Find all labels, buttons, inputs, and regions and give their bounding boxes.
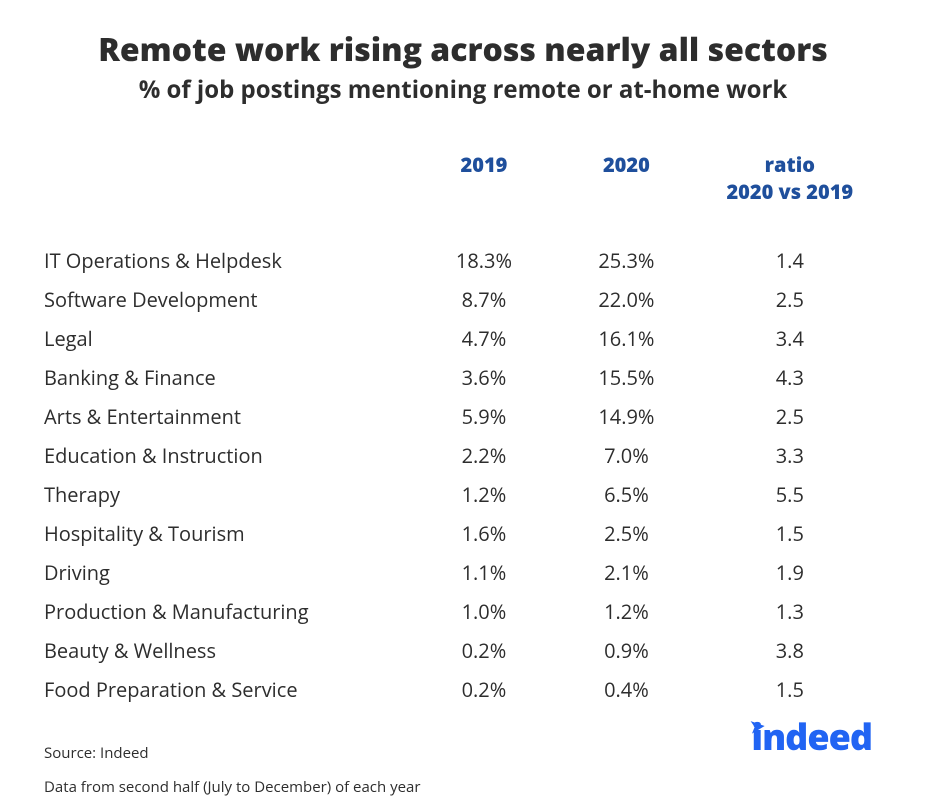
ratio-cell: 2.5 [698,397,882,436]
table-header-row: 2019 2020 ratio 2020 vs 2019 [44,150,882,241]
y2019-cell: 1.0% [413,592,555,631]
y2019-cell: 5.9% [413,397,555,436]
table-row: Production & Manufacturing 1.0% 1.2% 1.3 [44,592,882,631]
y2019-cell: 0.2% [413,631,555,670]
y2019-cell: 1.2% [413,475,555,514]
y2020-cell: 6.5% [555,475,697,514]
footnote-text: Data from second half (July to December)… [44,777,882,797]
table-row: Beauty & Wellness 0.2% 0.9% 3.8 [44,631,882,670]
ratio-cell: 1.4 [698,241,882,280]
table-row: Education & Instruction 2.2% 7.0% 3.3 [44,436,882,475]
y2019-cell: 1.1% [413,553,555,592]
sector-cell: Food Preparation & Service [44,670,413,709]
ratio-cell: 1.5 [698,514,882,553]
table-row: Hospitality & Tourism 1.6% 2.5% 1.5 [44,514,882,553]
sector-cell: Hospitality & Tourism [44,514,413,553]
page-subtitle: % of job postings mentioning remote or a… [44,73,882,106]
sector-cell: Beauty & Wellness [44,631,413,670]
sector-cell: Arts & Entertainment [44,397,413,436]
y2020-cell: 0.9% [555,631,697,670]
col-header-2020: 2020 [555,150,697,241]
remote-work-table: 2019 2020 ratio 2020 vs 2019 IT Operatio… [44,150,882,709]
table-row: Food Preparation & Service 0.2% 0.4% 1.5 [44,670,882,709]
ratio-cell: 4.3 [698,358,882,397]
sector-cell: Production & Manufacturing [44,592,413,631]
indeed-logo-text: indeed [751,719,872,755]
table-body: IT Operations & Helpdesk 18.3% 25.3% 1.4… [44,241,882,709]
table-row: Software Development 8.7% 22.0% 2.5 [44,280,882,319]
table-row: Banking & Finance 3.6% 15.5% 4.3 [44,358,882,397]
y2019-cell: 3.6% [413,358,555,397]
sector-cell: Legal [44,319,413,358]
y2020-cell: 25.3% [555,241,697,280]
ratio-label-line1: ratio [765,151,815,178]
sector-cell: Banking & Finance [44,358,413,397]
y2020-cell: 2.5% [555,514,697,553]
col-header-sector [44,150,413,241]
sector-cell: Driving [44,553,413,592]
y2020-cell: 15.5% [555,358,697,397]
ratio-cell: 1.9 [698,553,882,592]
ratio-cell: 5.5 [698,475,882,514]
ratio-cell: 3.4 [698,319,882,358]
y2020-cell: 0.4% [555,670,697,709]
col-header-ratio: ratio 2020 vs 2019 [698,150,882,241]
y2020-cell: 2.1% [555,553,697,592]
table-row: Arts & Entertainment 5.9% 14.9% 2.5 [44,397,882,436]
ratio-cell: 1.5 [698,670,882,709]
y2020-cell: 1.2% [555,592,697,631]
page-title: Remote work rising across nearly all sec… [44,28,882,71]
y2019-cell: 1.6% [413,514,555,553]
y2020-cell: 22.0% [555,280,697,319]
y2019-cell: 0.2% [413,670,555,709]
ratio-label-line2: 2020 vs 2019 [699,178,881,205]
sector-cell: Software Development [44,280,413,319]
table-row: Driving 1.1% 2.1% 1.9 [44,553,882,592]
ratio-cell: 3.8 [698,631,882,670]
y2019-cell: 2.2% [413,436,555,475]
infographic-page: Remote work rising across nearly all sec… [0,0,926,801]
indeed-logo: ➤ indeed [751,719,872,755]
y2020-cell: 7.0% [555,436,697,475]
sector-cell: Therapy [44,475,413,514]
y2019-cell: 4.7% [413,319,555,358]
y2020-cell: 16.1% [555,319,697,358]
ratio-cell: 1.3 [698,592,882,631]
indeed-swoosh-icon: ➤ [748,715,766,736]
y2019-cell: 18.3% [413,241,555,280]
table-row: Therapy 1.2% 6.5% 5.5 [44,475,882,514]
table-row: IT Operations & Helpdesk 18.3% 25.3% 1.4 [44,241,882,280]
sector-cell: Education & Instruction [44,436,413,475]
y2020-cell: 14.9% [555,397,697,436]
sector-cell: IT Operations & Helpdesk [44,241,413,280]
col-header-2019: 2019 [413,150,555,241]
ratio-cell: 2.5 [698,280,882,319]
table-row: Legal 4.7% 16.1% 3.4 [44,319,882,358]
y2019-cell: 8.7% [413,280,555,319]
ratio-cell: 3.3 [698,436,882,475]
